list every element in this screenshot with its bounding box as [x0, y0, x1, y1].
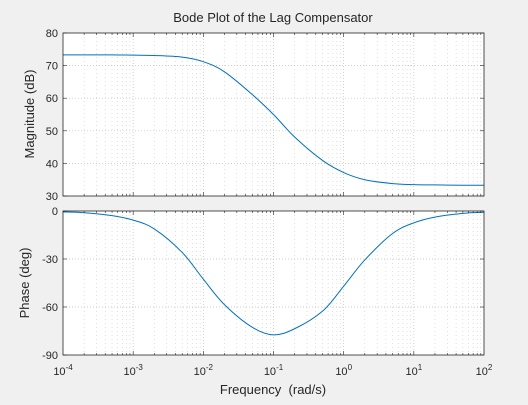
phase-y-tick-label: 0 — [52, 206, 58, 218]
magnitude-series-line — [62, 54, 485, 186]
x-tick-label: 10-1 — [264, 363, 284, 378]
magnitude-y-tick-label: 70 — [46, 61, 58, 73]
frequency-axis-label: Frequency (rad/s) — [220, 382, 326, 397]
phase-series-line — [62, 211, 485, 336]
magnitude-y-tick-label: 40 — [46, 158, 58, 170]
chart-title: Bode Plot of the Lag Compensator — [173, 10, 373, 25]
phase-axes: -90 -60 -30 0 — [42, 206, 485, 362]
magnitude-y-tick-label: 80 — [46, 28, 58, 40]
magnitude-axes: 30 40 50 60 70 80 — [46, 28, 485, 203]
x-tick-label: 100 — [335, 363, 352, 378]
x-tick-labels: 10-4 10-3 10-2 10-1 100 101 102 — [53, 363, 493, 378]
phase-axis-label: Phase (deg) — [17, 248, 32, 319]
x-tick-label: 10-4 — [53, 363, 73, 378]
magnitude-y-tick-label: 30 — [46, 191, 58, 203]
magnitude-axis-label: Magnitude (dB) — [22, 70, 37, 159]
phase-grid — [63, 211, 484, 355]
magnitude-y-tick-label: 60 — [46, 93, 58, 105]
x-tick-label: 101 — [405, 363, 422, 378]
magnitude-ticks: 30 40 50 60 70 80 — [46, 28, 484, 203]
phase-ticks: -90 -60 -30 0 — [42, 206, 484, 362]
x-tick-label: 10-3 — [123, 363, 143, 378]
phase-y-tick-label: -60 — [42, 302, 58, 314]
phase-y-tick-label: -30 — [42, 254, 58, 266]
phase-y-tick-label: -90 — [42, 350, 58, 362]
x-tick-label: 10-2 — [194, 363, 214, 378]
magnitude-y-tick-label: 50 — [46, 126, 58, 138]
x-tick-label: 102 — [476, 363, 493, 378]
